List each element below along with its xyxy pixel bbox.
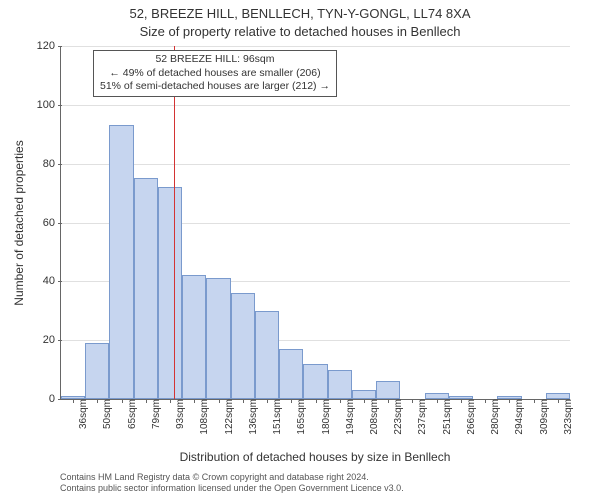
x-tick-label: 208sqm xyxy=(365,399,380,435)
x-tick-label: 180sqm xyxy=(317,399,332,435)
footer-line1: Contains HM Land Registry data © Crown c… xyxy=(60,472,570,483)
x-tick-label: 136sqm xyxy=(244,399,259,435)
x-tick-label: 309sqm xyxy=(535,399,550,435)
footer-line2: Contains public sector information licen… xyxy=(60,483,570,494)
x-tick-label: 266sqm xyxy=(462,399,477,435)
x-axis-label: Distribution of detached houses by size … xyxy=(60,450,570,464)
x-tick-label: 194sqm xyxy=(341,399,356,435)
histogram-bar xyxy=(134,178,158,399)
x-tick-label: 50sqm xyxy=(98,399,113,429)
histogram-bar xyxy=(328,370,352,399)
x-tick-label: 294sqm xyxy=(510,399,525,435)
y-tick-label: 80 xyxy=(27,158,61,170)
chart-title-line1: 52, BREEZE HILL, BENLLECH, TYN-Y-GONGL, … xyxy=(0,6,600,21)
annotation-box: 52 BREEZE HILL: 96sqm← 49% of detached h… xyxy=(93,50,337,97)
gridline xyxy=(61,105,570,106)
chart-container: 52, BREEZE HILL, BENLLECH, TYN-Y-GONGL, … xyxy=(0,0,600,500)
x-tick-label: 108sqm xyxy=(195,399,210,435)
y-tick-label: 120 xyxy=(27,40,61,52)
x-tick-label: 323sqm xyxy=(559,399,574,435)
histogram-bar xyxy=(303,364,327,399)
x-tick-label: 251sqm xyxy=(438,399,453,435)
gridline xyxy=(61,46,570,47)
x-tick-label: 165sqm xyxy=(292,399,307,435)
histogram-bar xyxy=(206,278,230,399)
histogram-bar xyxy=(158,187,182,399)
y-tick-label: 0 xyxy=(27,393,61,405)
histogram-bar xyxy=(279,349,303,399)
x-tick-label: 93sqm xyxy=(171,399,186,429)
y-tick-label: 20 xyxy=(27,334,61,346)
x-tick-label: 223sqm xyxy=(389,399,404,435)
x-tick-label: 151sqm xyxy=(268,399,283,435)
histogram-bar xyxy=(376,381,400,399)
chart-title-line2: Size of property relative to detached ho… xyxy=(0,24,600,39)
x-tick-label: 79sqm xyxy=(147,399,162,429)
x-tick-label: 36sqm xyxy=(74,399,89,429)
x-tick-label: 65sqm xyxy=(123,399,138,429)
x-tick-label: 237sqm xyxy=(413,399,428,435)
y-tick-label: 100 xyxy=(27,99,61,111)
footer-attribution: Contains HM Land Registry data © Crown c… xyxy=(60,472,570,495)
histogram-bar xyxy=(231,293,255,399)
annotation-line2: ← 49% of detached houses are smaller (20… xyxy=(100,67,330,81)
y-axis-label: Number of detached properties xyxy=(12,140,26,305)
x-tick-label: 280sqm xyxy=(486,399,501,435)
marker-line xyxy=(174,46,175,399)
x-tick-label: 122sqm xyxy=(220,399,235,435)
histogram-bar xyxy=(352,390,376,399)
histogram-bar xyxy=(85,343,109,399)
histogram-bar xyxy=(109,125,133,399)
annotation-line3: 51% of semi-detached houses are larger (… xyxy=(100,80,330,94)
histogram-bar xyxy=(182,275,206,399)
histogram-bar xyxy=(255,311,279,399)
plot-area: 02040608010012036sqm50sqm65sqm79sqm93sqm… xyxy=(60,46,570,400)
gridline xyxy=(61,164,570,165)
y-tick-label: 60 xyxy=(27,217,61,229)
y-axis-label-wrap: Number of detached properties xyxy=(12,46,26,400)
annotation-line1: 52 BREEZE HILL: 96sqm xyxy=(100,53,330,67)
y-tick-label: 40 xyxy=(27,275,61,287)
